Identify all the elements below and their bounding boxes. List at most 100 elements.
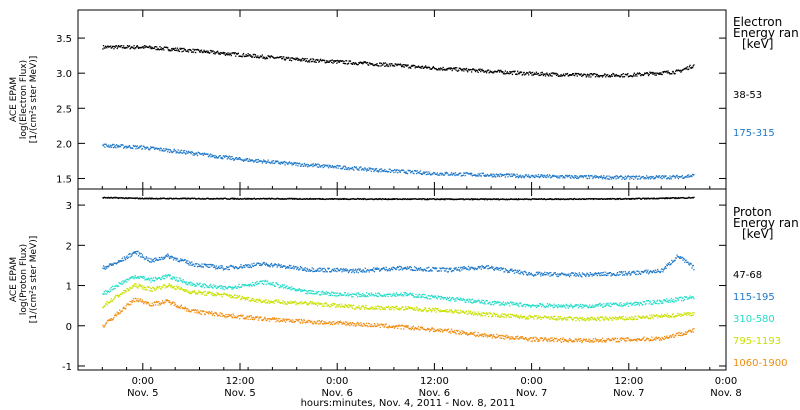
data-point (484, 199, 486, 201)
data-point (151, 290, 153, 292)
data-point (542, 274, 544, 277)
data-point (685, 67, 687, 69)
data-point (450, 298, 452, 301)
data-point (238, 267, 240, 269)
data-point (163, 274, 165, 277)
data-point (178, 286, 180, 288)
data-point (180, 48, 182, 50)
data-point (345, 60, 348, 62)
data-point (625, 303, 627, 305)
data-point (426, 173, 429, 175)
data-point (282, 198, 284, 200)
data-point (332, 62, 334, 64)
data-point (528, 74, 530, 76)
data-point (332, 198, 334, 200)
data-point (382, 170, 384, 172)
data-point (152, 277, 155, 279)
data-point (684, 68, 687, 70)
data-point (666, 197, 668, 200)
data-point (418, 269, 420, 271)
data-point (345, 268, 347, 270)
data-point (321, 198, 323, 200)
data-point (287, 197, 289, 200)
data-point (627, 198, 630, 200)
data-point (511, 268, 513, 270)
data-point (648, 271, 650, 274)
data-point (529, 273, 531, 276)
data-point (592, 73, 595, 75)
data-point (526, 273, 528, 275)
data-point (137, 46, 139, 48)
data-point (469, 267, 471, 269)
data-point (272, 264, 274, 266)
data-point (659, 73, 661, 75)
data-point (548, 75, 550, 77)
data-point (614, 274, 616, 276)
data-point (147, 260, 149, 262)
data-point (292, 163, 294, 165)
data-point (532, 176, 534, 178)
data-point (282, 300, 284, 302)
data-point (414, 296, 416, 298)
data-point (423, 67, 425, 69)
data-point (657, 303, 659, 305)
data-point (485, 70, 487, 72)
data-point (482, 69, 484, 72)
data-point (621, 178, 623, 180)
data-point (610, 198, 612, 200)
data-point (398, 63, 400, 66)
data-point (576, 198, 578, 200)
data-point (684, 67, 686, 70)
data-point (266, 280, 268, 283)
data-point (520, 302, 522, 304)
data-point (406, 65, 408, 67)
data-point (143, 275, 145, 278)
data-point (274, 162, 276, 164)
data-point (106, 265, 109, 267)
data-point (664, 70, 666, 73)
data-point (208, 263, 210, 266)
data-point (225, 197, 227, 200)
data-point (275, 161, 277, 163)
data-point (682, 259, 684, 261)
data-point (259, 263, 262, 265)
data-point (356, 292, 358, 294)
data-point (276, 299, 278, 301)
data-point (179, 277, 181, 280)
data-point (392, 198, 394, 200)
data-point (592, 198, 595, 201)
data-point (563, 175, 565, 178)
data-point (388, 65, 390, 67)
data-point (261, 281, 263, 283)
data-point (430, 68, 433, 70)
data-point (203, 291, 205, 293)
data-point (675, 197, 677, 199)
data-point (413, 64, 415, 67)
data-point (143, 45, 146, 47)
data-point (644, 301, 646, 303)
data-point (432, 173, 434, 175)
data-point (235, 157, 237, 159)
data-point (224, 52, 226, 54)
plot-frame (77, 9, 727, 190)
data-point (683, 177, 685, 179)
data-point (201, 263, 203, 265)
data-point (224, 156, 226, 158)
data-point (503, 174, 505, 176)
data-point (556, 306, 558, 308)
data-point (392, 293, 394, 295)
data-point (185, 198, 188, 200)
data-point (588, 175, 590, 177)
data-point (598, 76, 600, 78)
data-point (248, 266, 250, 268)
data-point (307, 166, 309, 168)
data-point (599, 302, 601, 305)
data-point (428, 66, 431, 69)
data-point (399, 198, 401, 200)
data-point (168, 256, 170, 258)
data-point (421, 173, 424, 175)
data-point (666, 72, 668, 74)
data-point (173, 48, 175, 50)
data-point (671, 300, 673, 302)
data-point (594, 306, 596, 308)
